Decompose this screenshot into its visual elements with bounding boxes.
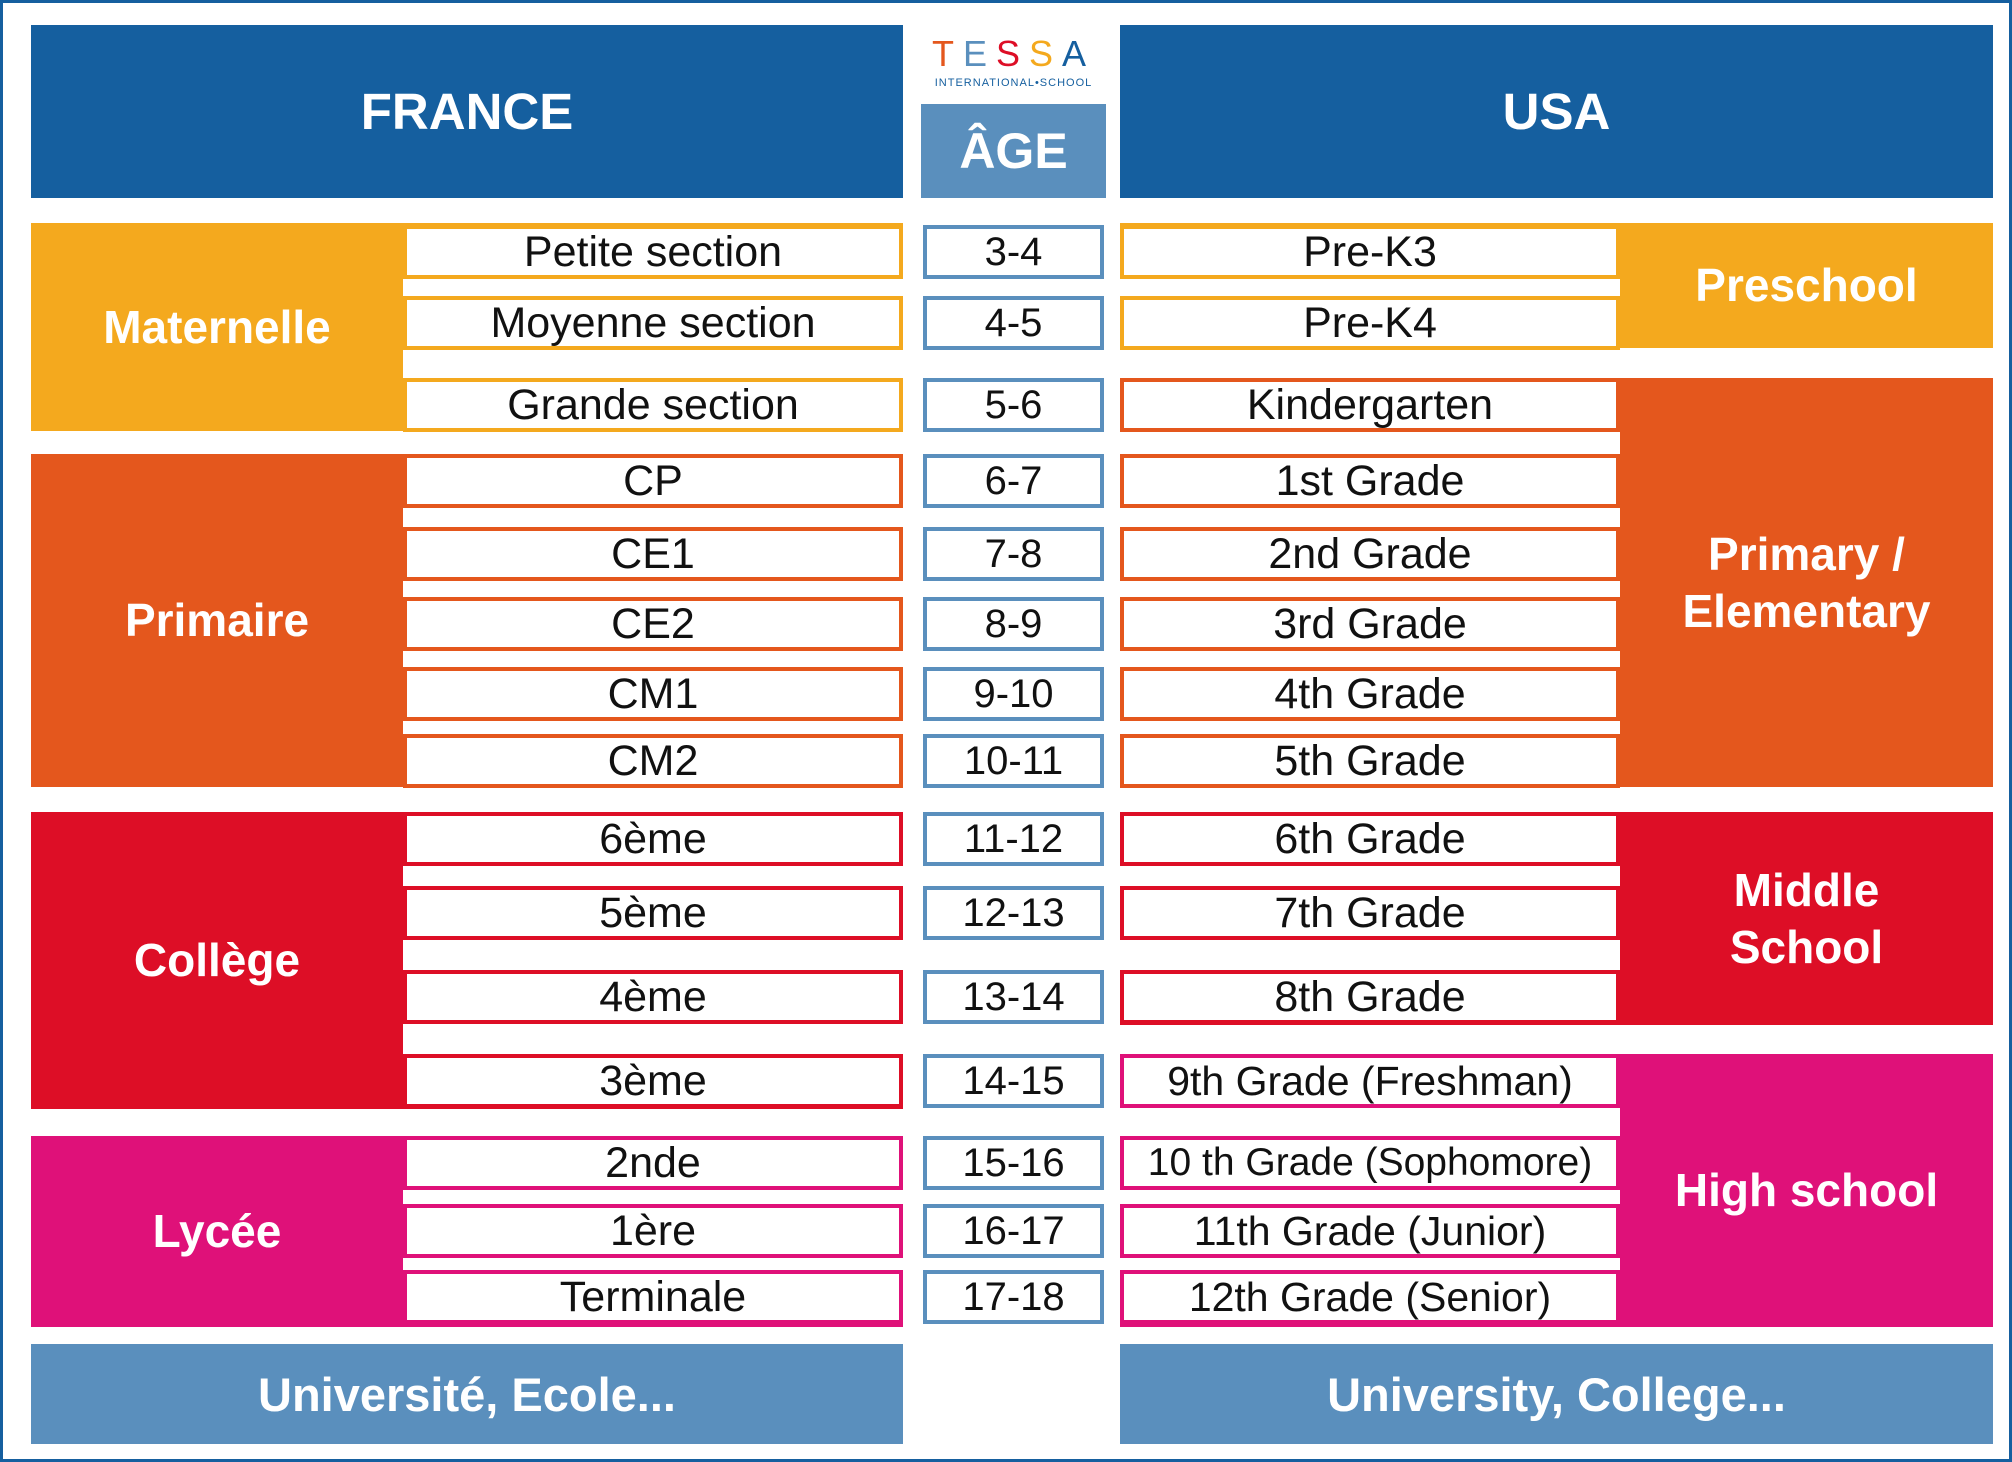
france-footer: Université, Ecole... [31, 1344, 903, 1444]
age-cell: 14-15 [923, 1054, 1104, 1108]
usa-grade-cell: 1st Grade [1120, 454, 1620, 508]
france-row-gap [403, 1024, 903, 1054]
age-cell: 5-6 [923, 378, 1104, 432]
usa-row-gap [1120, 651, 1620, 667]
usa-row-gap [1120, 432, 1620, 454]
france-grade-cell: 3ème [403, 1054, 903, 1108]
age-cell: 7-8 [923, 527, 1104, 581]
age-cell: 11-12 [923, 812, 1104, 866]
france-header: FRANCE [31, 25, 903, 198]
logo-letter: T [931, 33, 963, 74]
france-row-gap [403, 1190, 903, 1204]
usa-footer: University, College... [1120, 1344, 1993, 1444]
age-cell: 17-18 [923, 1270, 1104, 1324]
usa-grade-cell: 12th Grade (Senior) [1120, 1270, 1620, 1324]
france-group-label: Lycée [152, 1205, 282, 1258]
france-grade-cell: CM1 [403, 667, 903, 721]
france-grade-cell: Grande section [403, 378, 903, 432]
usa-group-label: High school [1674, 1164, 1939, 1217]
france-grade-cell: 4ème [403, 970, 903, 1024]
france-grade-cell: CM2 [403, 734, 903, 788]
france-grade-cell: Petite section [403, 225, 903, 279]
logo-letter: S [1029, 33, 1063, 74]
usa-group-label: Middle School [1729, 864, 1884, 973]
usa-row-gap [1120, 581, 1620, 597]
france-row-gap [403, 721, 903, 734]
france-row-gap [403, 508, 903, 527]
france-row-gap [403, 940, 903, 970]
france-grade-cell: 5ème [403, 886, 903, 940]
france-grade-cell: 2nde [403, 1136, 903, 1190]
usa-row-gap [1120, 508, 1620, 527]
usa-grade-cell: Pre-K4 [1120, 296, 1620, 350]
usa-row-gap [1120, 721, 1620, 734]
france-grade-cell: CE2 [403, 597, 903, 651]
age-cell: 15-16 [923, 1136, 1104, 1190]
age-cell: 6-7 [923, 454, 1104, 508]
usa-grade-cell: 10 th Grade (Sophomore) [1120, 1136, 1620, 1190]
usa-grade-cell: 9th Grade (Freshman) [1120, 1054, 1620, 1108]
usa-grade-cell: 4th Grade [1120, 667, 1620, 721]
usa-grade-cell: 8th Grade [1120, 970, 1620, 1024]
usa-header: USA [1120, 25, 1993, 198]
age-cell: 12-13 [923, 886, 1104, 940]
usa-grade-cell: 11th Grade (Junior) [1120, 1204, 1620, 1258]
france-grade-cell: Moyenne section [403, 296, 903, 350]
age-header: ÂGE [921, 104, 1106, 198]
usa-grade-cell: 5th Grade [1120, 734, 1620, 788]
usa-group-label: Primary / Elementary [1682, 528, 1931, 637]
age-cell: 4-5 [923, 296, 1104, 350]
logo-letter: S [995, 33, 1029, 74]
tessa-logo: TESSA INTERNATIONAL•SCHOOL [921, 27, 1106, 95]
france-grade-cell: 6ème [403, 812, 903, 866]
usa-row-gap [1120, 1190, 1620, 1204]
france-row-gap [403, 350, 903, 378]
france-row-gap [403, 651, 903, 667]
france-grade-cell: CP [403, 454, 903, 508]
france-group-label: Maternelle [103, 300, 331, 353]
logo-wordmark: TESSA [932, 33, 1095, 75]
age-cell: 9-10 [923, 667, 1104, 721]
france-row-gap [403, 581, 903, 597]
age-cell: 13-14 [923, 970, 1104, 1024]
france-grade-cell: 1ère [403, 1204, 903, 1258]
usa-row-gap [1120, 279, 1620, 296]
logo-letter: E [962, 33, 996, 74]
usa-group-label: Preschool [1695, 259, 1918, 312]
usa-row-gap [1120, 940, 1620, 970]
logo-letter: A [1062, 33, 1096, 74]
france-row-gap [403, 1258, 903, 1270]
usa-grade-cell: 7th Grade [1120, 886, 1620, 940]
france-grade-cell: CE1 [403, 527, 903, 581]
usa-row-gap [1120, 1108, 1620, 1136]
age-cell: 10-11 [923, 734, 1104, 788]
france-row-gap [403, 866, 903, 886]
usa-grade-cell: Pre-K3 [1120, 225, 1620, 279]
age-cell: 16-17 [923, 1204, 1104, 1258]
france-group-label: Collège [133, 934, 301, 987]
age-cell: 3-4 [923, 225, 1104, 279]
usa-grade-cell: 3rd Grade [1120, 597, 1620, 651]
france-group-label: Primaire [124, 594, 310, 647]
logo-subtitle: INTERNATIONAL•SCHOOL [934, 77, 1093, 89]
france-row-gap [403, 279, 903, 296]
france-grade-cell: Terminale [403, 1270, 903, 1324]
usa-row-gap [1120, 1258, 1620, 1270]
age-cell: 8-9 [923, 597, 1104, 651]
usa-grade-cell: 2nd Grade [1120, 527, 1620, 581]
usa-grade-cell: Kindergarten [1120, 378, 1620, 432]
usa-grade-cell: 6th Grade [1120, 812, 1620, 866]
usa-row-gap [1120, 866, 1620, 886]
